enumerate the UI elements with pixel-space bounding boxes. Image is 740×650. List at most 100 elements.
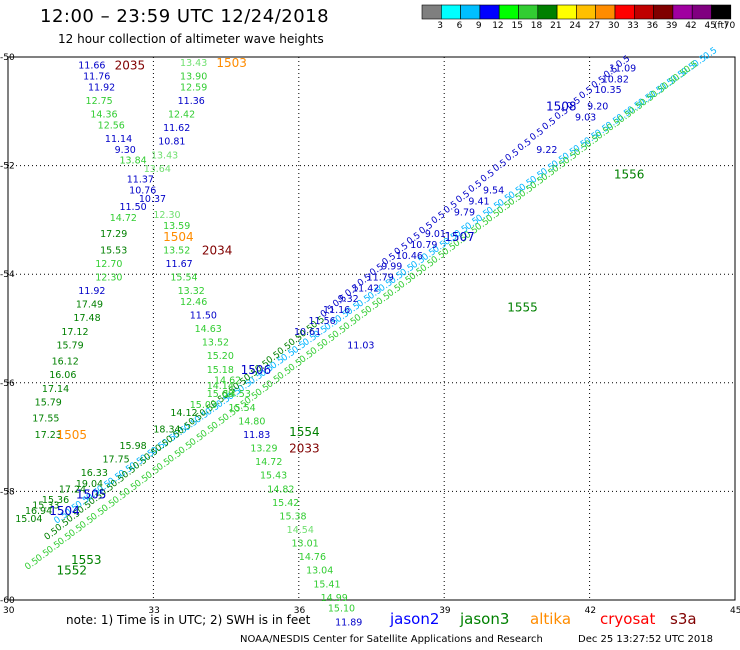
wave-height-label: 15.36 [42,495,69,506]
wave-height-label: 14.99 [321,593,348,604]
wave-height-label: 11.14 [105,134,132,145]
wave-height-label: 15.33 [32,501,59,512]
wave-height-label: 14.62 [214,376,241,387]
longitude-tick-label: 42 [585,606,596,616]
wave-height-label: 9.54 [483,186,504,197]
wave-height-label: 19.04 [76,479,103,490]
wave-height-label: 17.24 [59,484,86,495]
wave-height-label: 17.14 [42,384,69,395]
pass-time-label: 2034 [202,243,233,257]
legend-altika: altika [530,610,572,628]
wave-height-label: 18.34 [153,425,180,436]
swh-color-scale [421,4,732,20]
wave-height-label: 15.79 [35,397,62,408]
wave-height-label: 15.04 [15,514,42,525]
wave-height-label: 12.30 [95,272,122,283]
pass-time-label: 2035 [115,59,146,73]
wave-height-label: 11.37 [127,175,154,186]
wave-height-label: 14.36 [90,110,117,121]
wave-height-label: 13.43 [180,58,207,69]
wave-height-label: 11.62 [163,123,190,134]
wave-height-label: 11.56 [308,316,335,327]
wave-height-label: 9.79 [454,207,475,218]
wave-height-label: 17.29 [100,229,127,240]
wave-height-label: 10.82 [602,74,629,85]
pass-time-label: 1504 [163,230,194,244]
wave-height-label: 9.32 [338,294,359,305]
pass-time-label: 1556 [614,167,645,181]
pass-time-label: 1553 [71,553,102,567]
wave-height-label: 11.03 [347,340,374,351]
pass-time-label: 2033 [289,442,320,456]
wave-height-label: 16.33 [81,468,108,479]
pass-time-label: 1555 [507,300,538,314]
wave-height-label: 11.89 [335,617,362,628]
credit-line: NOAA/NESDIS Center for Satellite Applica… [240,634,543,645]
wave-height-label: 13.32 [178,286,205,297]
wave-height-label: 11.66 [78,61,105,72]
pass-time-label: 1508 [546,99,577,113]
wave-height-label: 12.70 [95,259,122,270]
wave-height-label: 13.04 [306,566,333,577]
wave-height-label: 13.52 [163,245,190,256]
wave-height-label: 15.43 [260,471,287,482]
wave-height-label: 13.43 [151,150,178,161]
wave-height-label: 16.94 [25,506,52,517]
wave-height-label: 15.20 [207,351,234,362]
footer-note: note: 1) Time is in UTC; 2) SWH is in fe… [66,613,311,627]
color-scale-tick: 30 [608,21,620,31]
wave-height-label: 13.64 [144,164,171,175]
wave-height-label: 15.41 [313,579,340,590]
color-scale-tick: 15 [511,21,523,31]
wave-height-label: 11.76 [83,72,110,83]
wave-height-label: 17.48 [73,313,100,324]
color-scale-tick: 27 [588,21,601,31]
color-scale-tick: 39 [665,21,678,31]
wave-height-label: 11.42 [352,283,379,294]
wave-height-label: 14.53 [224,389,251,400]
pass-time-label: 1505 [76,488,107,502]
wave-height-label: 9.22 [536,145,557,156]
latitude-tick-label: -60 [0,596,15,606]
wave-height-label: 15.10 [328,604,355,615]
wave-height-label: 9.30 [115,145,136,156]
wave-height-label: 15.53 [100,245,127,256]
wave-height-label: 16.12 [52,357,79,368]
wave-height-label: 15.03 [190,400,217,411]
wave-height-label: 9.20 [587,101,608,112]
longitude-tick-label: 39 [439,606,451,616]
generated-timestamp: Dec 25 13:27:52 UTC 2018 [578,634,713,645]
wave-height-label: 15.42 [272,498,299,509]
wave-height-label: 9.01 [425,229,446,240]
color-swatch [711,4,732,20]
wave-height-label: 14.63 [195,324,222,335]
longitude-tick-label: 30 [3,606,15,616]
wave-height-label: 17.55 [32,414,59,425]
wave-height-label: 13.52 [202,338,229,349]
longitude-tick-label: 33 [148,606,159,616]
color-scale-tick: 70 [723,21,736,31]
wave-height-label: 14.76 [299,552,326,563]
wave-height-label: 10.37 [139,194,166,205]
color-scale-tick: 42 [685,21,697,31]
wave-height-label: 15.68 [207,389,234,400]
wave-height-label: 10.81 [158,137,185,148]
wave-height-label: 11.67 [166,259,193,270]
wave-height-label: 17.49 [76,300,103,311]
map-subtitle: 12 hour collection of altimeter wave hei… [58,32,324,46]
color-scale-tick: 18 [530,21,543,31]
wave-height-label: 14.82 [267,484,294,495]
wave-height-label: 12.56 [98,120,125,131]
pass-time-label: 1504 [49,504,80,518]
wave-height-label: 14.12 [170,408,197,419]
latitude-tick-label: -58 [0,487,15,497]
pass-time-label: 1552 [56,564,87,578]
longitude-tick-label: 45 [730,606,740,616]
wave-height-label: 9.99 [381,262,402,273]
wave-height-label: 9.41 [468,196,489,207]
wave-height-label: 11.16 [323,305,350,316]
wave-height-label: 17.23 [35,430,62,441]
map-frame [7,56,736,601]
color-scale-tick: 3 [437,21,444,31]
